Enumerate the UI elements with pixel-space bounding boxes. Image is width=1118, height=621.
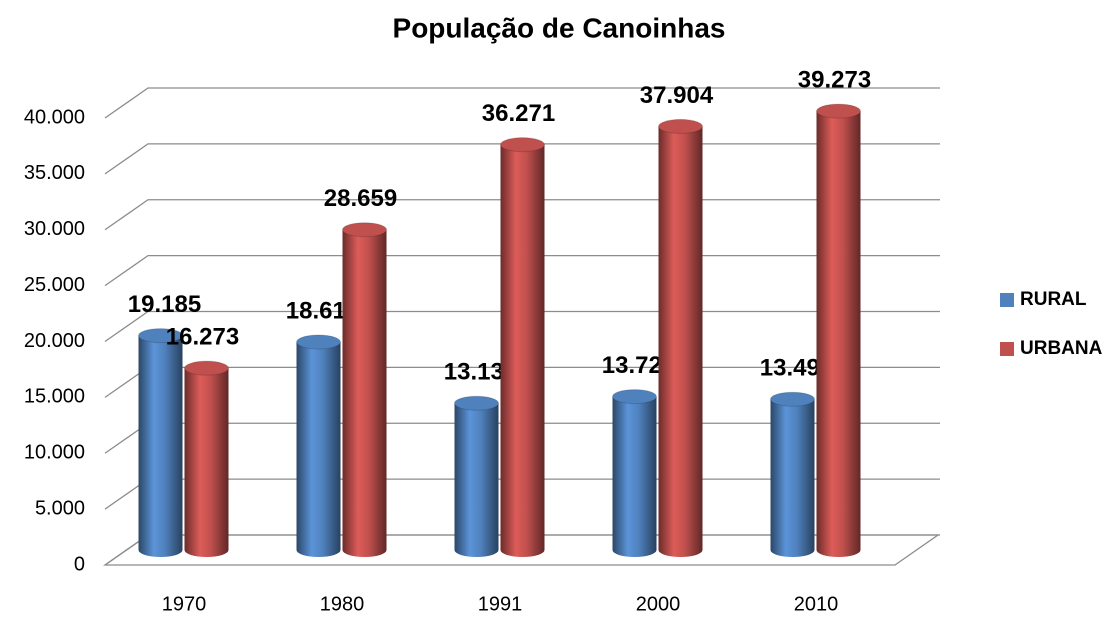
bar [342,229,387,558]
bar [184,368,229,558]
y-tick-label: 40.000 [24,106,85,128]
bar [454,403,499,558]
bar-top [184,360,229,376]
bar-top [500,137,545,153]
value-label: 39.273 [798,66,871,93]
value-label: 16.273 [166,323,239,350]
grid-line [104,87,940,119]
legend-swatch [1000,342,1014,356]
x-tick-label: 2000 [636,593,681,615]
y-tick-label: 30.000 [24,218,85,240]
bar [816,111,861,558]
legend-label: URBANA [1020,338,1103,359]
value-label: 37.904 [640,82,714,109]
y-tick-label: 5.000 [35,497,85,519]
bar-top [658,118,703,134]
y-tick-label: 25.000 [24,274,85,296]
y-tick-label: 20.000 [24,330,85,352]
legend-swatch [1000,293,1014,307]
bar [138,335,183,558]
x-tick-label: 1980 [320,593,365,615]
value-label: 19.185 [128,291,201,318]
bar-top [138,328,183,344]
bar [296,341,341,558]
bar-top [342,222,387,238]
bar-top [770,391,815,407]
bar [658,126,703,558]
bar [612,396,657,558]
bar [770,399,815,558]
bar-top [296,334,341,350]
x-tick-label: 1991 [478,593,523,615]
value-label: 36.271 [482,100,555,127]
bar [500,144,545,558]
value-label: 28.659 [324,185,397,212]
legend-label: RURAL [1020,289,1087,310]
chart-title: População de Canoinhas [393,12,726,43]
x-tick-label: 2010 [794,593,839,615]
y-tick-label: 0 [74,553,85,575]
y-tick-label: 35.000 [24,162,85,184]
y-tick-label: 10.000 [24,442,85,464]
x-tick-label: 1970 [162,593,207,615]
bar-top [612,389,657,405]
bar-top [454,395,499,411]
y-tick-label: 15.000 [24,386,85,408]
bar-top [816,103,861,119]
